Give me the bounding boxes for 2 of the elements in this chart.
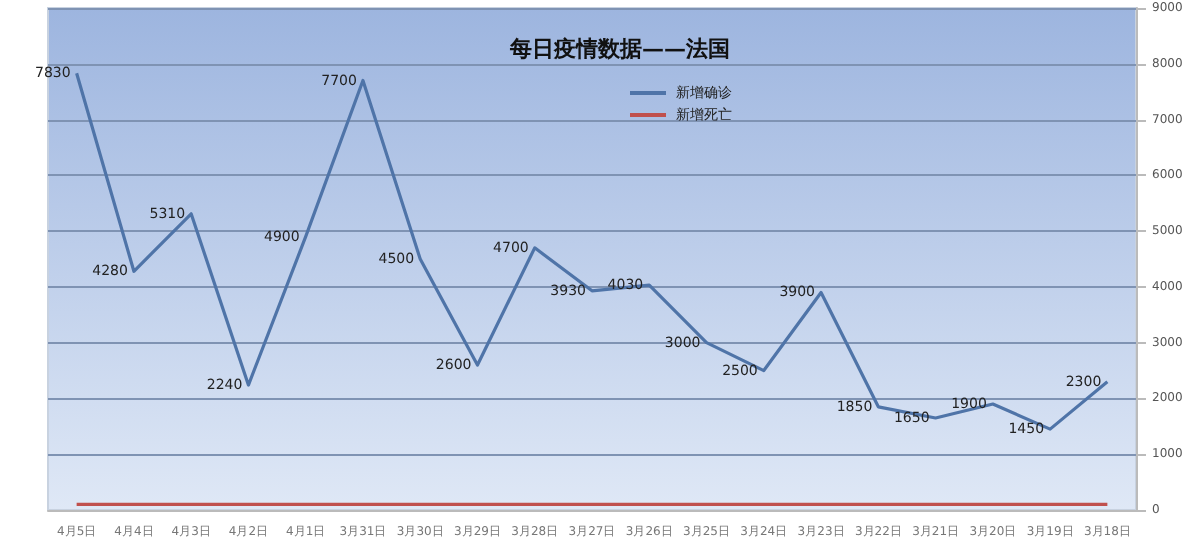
line-series (75, 71, 1109, 431)
text: 每日疫情数据——法国 (508, 36, 730, 62)
